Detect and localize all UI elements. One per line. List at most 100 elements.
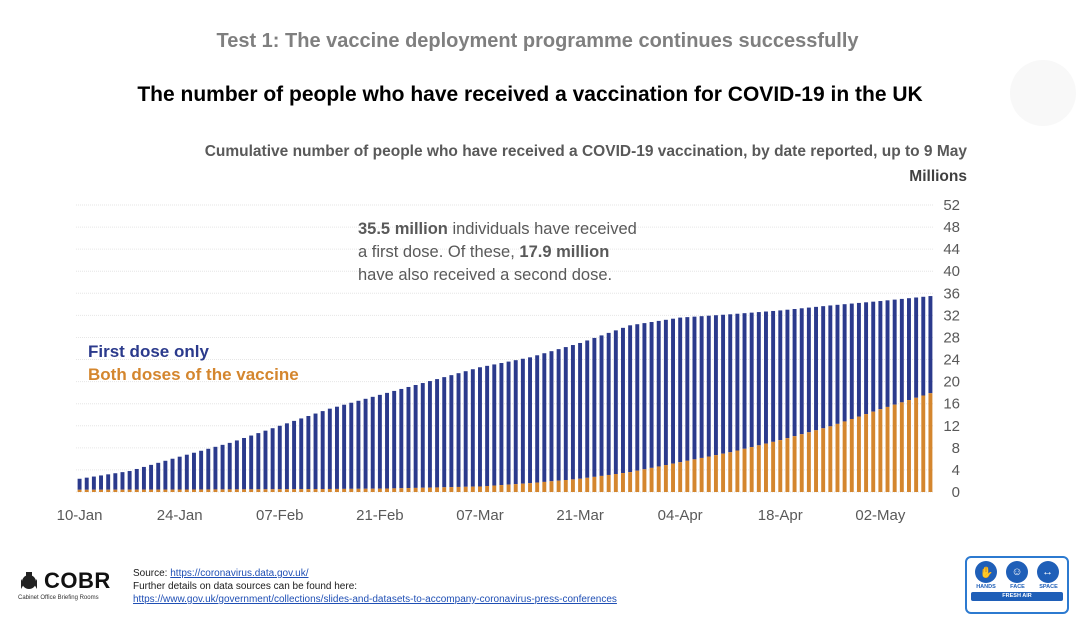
annotation-text-2: a first dose. Of these, xyxy=(358,243,520,261)
bar-first-dose xyxy=(899,298,904,403)
bar-both-doses xyxy=(420,487,425,492)
bar-both-doses xyxy=(663,465,668,492)
hands-face-space-badge: ✋ ☺ ↔ HANDS FACE SPACE FRESH AIR xyxy=(965,556,1069,614)
bar-both-doses xyxy=(463,486,468,492)
bar-first-dose xyxy=(635,324,640,471)
bar-both-doses xyxy=(878,409,883,492)
bar-both-doses xyxy=(642,469,647,492)
badge-hands-label: HANDS xyxy=(976,584,996,590)
y-tick-label: 12 xyxy=(943,418,960,435)
x-tick-label: 24-Jan xyxy=(157,507,203,524)
x-tick-label: 21-Mar xyxy=(556,507,604,524)
bar-first-dose xyxy=(149,464,154,490)
bar-both-doses xyxy=(485,486,490,492)
bar-first-dose xyxy=(764,311,768,444)
slide-heading: Test 1: The vaccine deployment programme… xyxy=(216,30,859,52)
bar-both-doses xyxy=(671,463,675,492)
bar-first-dose xyxy=(413,385,418,488)
bar-both-doses xyxy=(735,450,740,492)
further-details-link[interactable]: https://www.gov.uk/government/collection… xyxy=(133,594,617,605)
bar-first-dose xyxy=(213,446,218,490)
slide-title: The number of people who have received a… xyxy=(137,83,923,106)
badge-fresh-air: FRESH AIR xyxy=(971,592,1063,601)
bar-both-doses xyxy=(206,489,211,492)
bar-first-dose xyxy=(585,340,590,478)
bar-first-dose xyxy=(170,458,175,490)
bar-both-doses xyxy=(313,489,318,492)
y-tick-label: 4 xyxy=(952,462,960,479)
y-tick-label: 28 xyxy=(943,329,960,346)
x-tick-label: 07-Feb xyxy=(256,507,304,524)
bar-first-dose xyxy=(921,296,926,396)
bar-both-doses xyxy=(899,402,904,492)
bar-both-doses xyxy=(327,488,332,492)
bar-first-dose xyxy=(663,319,668,466)
bar-both-doses xyxy=(721,453,726,492)
bar-first-dose xyxy=(192,452,196,490)
bar-first-dose xyxy=(621,327,625,474)
bar-both-doses xyxy=(399,488,404,492)
bar-first-dose xyxy=(856,302,861,417)
bar-first-dose xyxy=(113,473,118,490)
bar-both-doses xyxy=(742,448,747,492)
bar-both-doses xyxy=(499,485,504,492)
bar-both-doses xyxy=(771,441,776,492)
bar-both-doses xyxy=(685,460,690,492)
bar-both-doses xyxy=(342,488,347,492)
bar-both-doses xyxy=(814,430,818,492)
bar-first-dose xyxy=(299,418,304,490)
bar-first-dose xyxy=(306,415,311,490)
bar-first-dose xyxy=(535,355,540,483)
bar-first-dose xyxy=(656,320,661,467)
bar-both-doses xyxy=(320,489,325,492)
bar-both-doses xyxy=(184,489,189,492)
bar-first-dose xyxy=(120,472,125,490)
y-tick-label: 8 xyxy=(952,440,960,457)
bar-both-doses xyxy=(821,428,826,492)
chart-legend: First dose only Both doses of the vaccin… xyxy=(88,342,299,385)
y-tick-label: 24 xyxy=(943,352,960,369)
bar-first-dose xyxy=(320,411,325,490)
bar-first-dose xyxy=(520,358,525,484)
bar-both-doses xyxy=(177,489,182,492)
bar-both-doses xyxy=(392,488,397,492)
logo-text: COBR xyxy=(44,568,111,593)
bar-both-doses xyxy=(263,489,268,492)
bar-both-doses xyxy=(470,486,475,492)
bar-first-dose xyxy=(849,303,854,419)
bar-first-dose xyxy=(456,373,461,487)
bar-both-doses xyxy=(127,489,132,492)
bar-first-dose xyxy=(392,390,397,489)
hands-icon: ✋ xyxy=(975,561,998,583)
y-tick-label: 32 xyxy=(943,307,960,324)
bar-both-doses xyxy=(914,397,919,492)
source-link[interactable]: https://coronavirus.data.gov.uk/ xyxy=(170,568,309,579)
bar-both-doses xyxy=(270,489,275,492)
bar-first-dose xyxy=(363,398,368,489)
bar-first-dose xyxy=(335,406,339,489)
bar-both-doses xyxy=(227,489,232,492)
bar-both-doses xyxy=(520,483,525,492)
bar-both-doses xyxy=(649,467,654,492)
bar-first-dose xyxy=(785,309,790,439)
y-tick-label: 44 xyxy=(943,241,960,258)
bar-both-doses xyxy=(871,411,876,492)
bar-both-doses xyxy=(134,489,139,492)
bar-first-dose xyxy=(735,313,740,451)
bar-both-doses xyxy=(413,487,418,492)
bar-first-dose xyxy=(806,307,811,433)
bar-both-doses xyxy=(99,489,103,492)
legend-first-dose: First dose only xyxy=(88,342,209,361)
bar-first-dose xyxy=(778,310,783,441)
bar-first-dose xyxy=(141,466,146,490)
bar-first-dose xyxy=(234,440,239,490)
bar-both-doses xyxy=(628,472,633,492)
space-icon: ↔ xyxy=(1036,561,1059,583)
bar-both-doses xyxy=(549,481,554,492)
bar-first-dose xyxy=(463,371,468,487)
bar-first-dose xyxy=(871,301,876,412)
units-label: Millions xyxy=(909,168,967,185)
bar-both-doses xyxy=(799,434,804,492)
bar-both-doses xyxy=(849,418,854,492)
annotation-text-3: have also received a second dose. xyxy=(358,266,613,284)
